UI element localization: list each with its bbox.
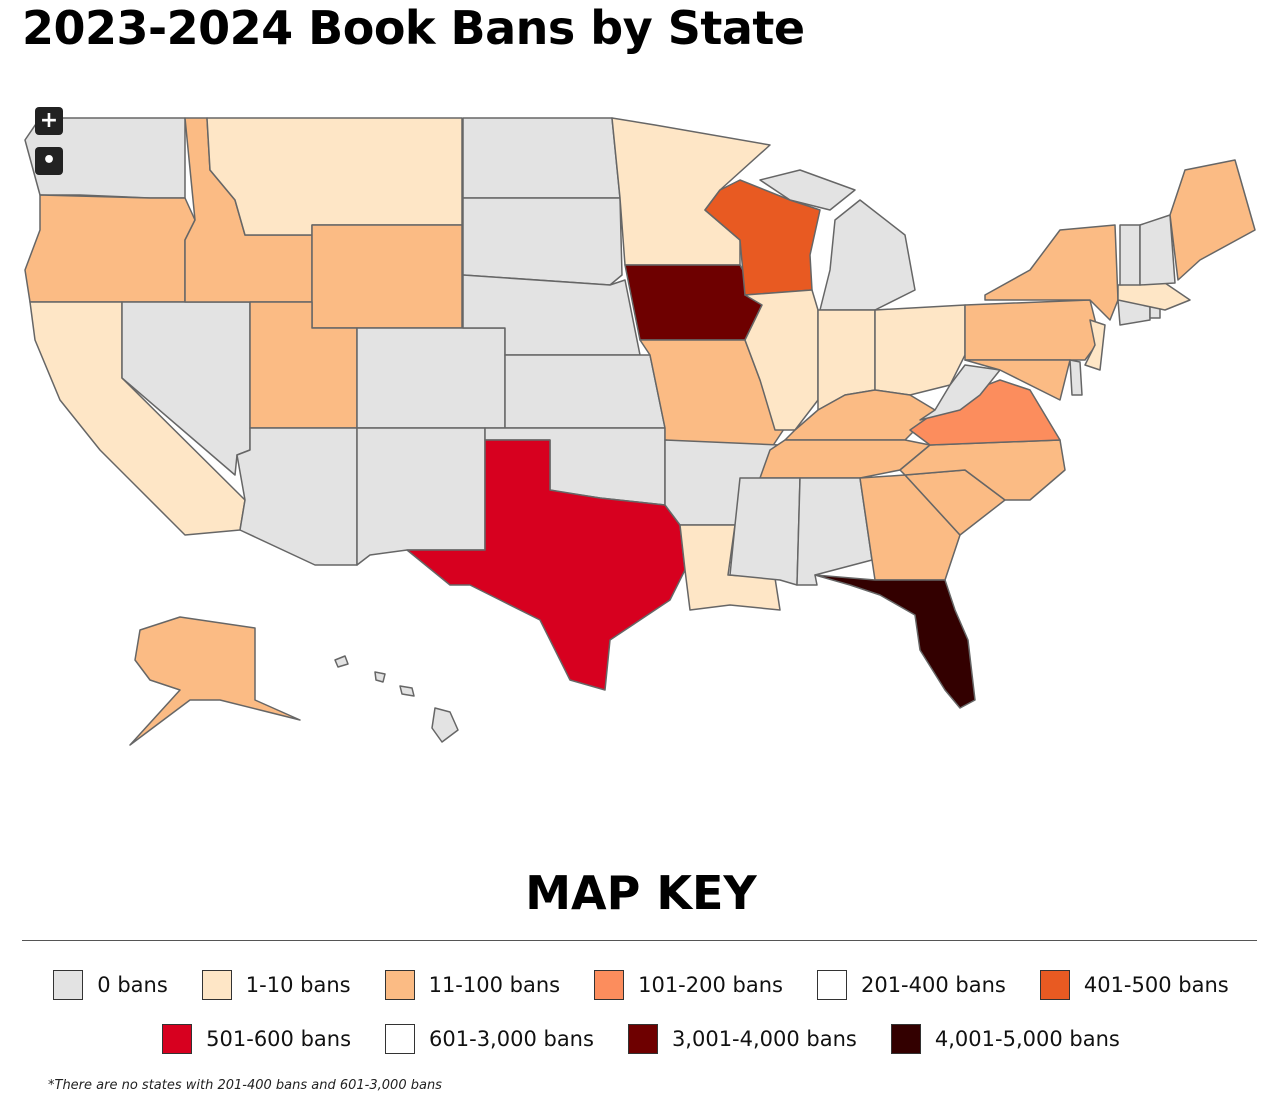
state: [1169, 159, 1256, 281]
legend-label: 501-600 bans: [206, 1027, 352, 1051]
us-map: [24, 117, 1256, 746]
legend-item: 3,001-4,000 bans: [627, 1024, 857, 1054]
state: [356, 427, 486, 566]
legend-item: 101-200 bans: [594, 970, 783, 1000]
legend-item: 11-100 bans: [384, 970, 561, 1000]
state: [374, 671, 386, 683]
legend-row: 501-600 bans 601-3,000 bans 3,001-4,000 ba…: [0, 1024, 1282, 1054]
legend-swatch: [890, 1024, 921, 1054]
state: [1069, 359, 1083, 396]
legend-label: 11-100 bans: [428, 973, 561, 997]
legend-item: 4,001-5,000 bans: [890, 1024, 1120, 1054]
legend-item: 201-400 bans: [816, 970, 1006, 1000]
state: [704, 179, 821, 296]
legend-label: 201-400 bans: [860, 973, 1006, 997]
legend-swatch: [384, 970, 415, 1000]
state: [431, 707, 459, 743]
state: [129, 616, 301, 746]
state: [814, 574, 976, 709]
state: [919, 364, 1001, 421]
state: [504, 354, 666, 429]
state: [24, 194, 196, 303]
state: [964, 359, 1071, 401]
legend-swatch: [816, 970, 847, 1000]
legend-swatch: [594, 970, 625, 1000]
state: [206, 117, 463, 236]
legend-item: 601-3,000 bans: [385, 1024, 594, 1054]
state: [356, 327, 506, 429]
state: [874, 304, 966, 396]
legend-item: 0 bans: [53, 970, 168, 1000]
legend-swatch: [1039, 970, 1070, 1000]
state: [311, 224, 463, 329]
zoom-in-button[interactable]: +: [35, 107, 63, 135]
state: [729, 477, 801, 586]
reset-button[interactable]: •: [35, 147, 63, 175]
state: [406, 439, 686, 691]
state: [796, 477, 873, 586]
state: [1119, 224, 1141, 286]
state: [744, 289, 819, 431]
state: [819, 199, 916, 311]
state: [236, 427, 358, 566]
legend-item: 1-10 bans: [201, 970, 351, 1000]
legend-row: 0 bans 1-10 bans 11-100 bans 101-200 bans 20…: [0, 970, 1282, 1000]
legend-item: 401-500 bans: [1039, 970, 1229, 1000]
legend-item: 501-600 bans: [162, 1024, 351, 1054]
legend-label: 1-10 bans: [245, 973, 351, 997]
state: [964, 299, 1101, 361]
state: [624, 264, 763, 341]
divider: [22, 940, 1257, 941]
state: [462, 117, 621, 199]
state: [1084, 319, 1106, 371]
legend-label: 101-200 bans: [638, 973, 783, 997]
legend-swatch: [162, 1024, 193, 1054]
legend-label: 3,001-4,000 bans: [671, 1027, 857, 1051]
state: [334, 655, 349, 668]
title: 2023-2024 Book Bans by State: [22, 1, 805, 55]
state: [899, 439, 1066, 501]
state: [399, 685, 415, 697]
legend-swatch: [201, 970, 232, 1000]
state: [1139, 214, 1176, 286]
legend-swatch: [53, 970, 84, 1000]
legend-label: 401-500 bans: [1083, 973, 1229, 997]
state: [759, 169, 856, 211]
legend-label: 601-3,000 bans: [429, 1027, 594, 1051]
legend-swatch: [627, 1024, 658, 1054]
legend-title: MAP KEY: [525, 866, 757, 920]
legend-swatch: [385, 1024, 416, 1054]
legend-label: 0 bans: [97, 973, 168, 997]
footnote: *There are no states with 201-400 bans a…: [48, 1078, 442, 1093]
state: [462, 197, 623, 286]
legend-label: 4,001-5,000 bans: [934, 1027, 1120, 1051]
